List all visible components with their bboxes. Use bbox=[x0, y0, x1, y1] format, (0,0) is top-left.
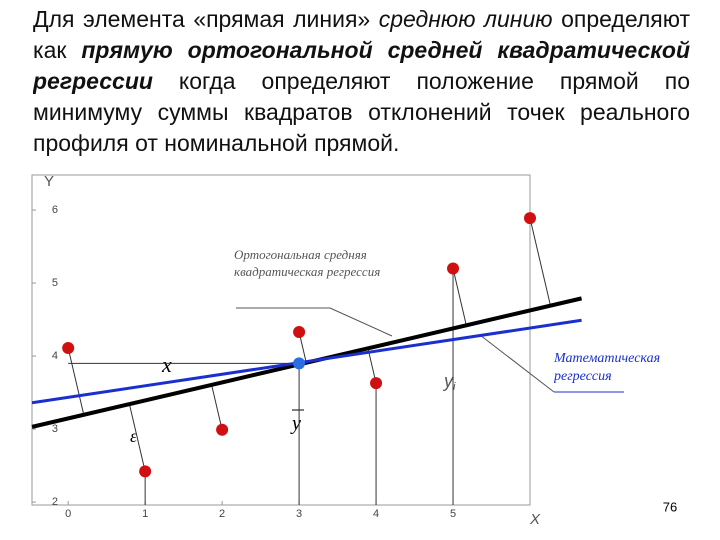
annotation: yi bbox=[442, 371, 456, 393]
paragraph: Для элемента «прямая линия» среднюю лини… bbox=[33, 4, 690, 162]
point bbox=[139, 465, 152, 478]
y-tick-label: 5 bbox=[52, 277, 58, 289]
point bbox=[447, 262, 460, 275]
text-run: когда определяют положение прямой по мин… bbox=[33, 68, 690, 156]
x-tick-label: 1 bbox=[142, 508, 148, 520]
x-tick-label: 5 bbox=[450, 508, 456, 520]
y-tick-label: 3 bbox=[52, 423, 58, 435]
x-tick-label: 3 bbox=[296, 508, 302, 520]
x-axis-label: X bbox=[529, 511, 541, 528]
annotation-box: Ортогональная средняя квадратическая рег… bbox=[234, 247, 381, 279]
y-axis-label: Y bbox=[44, 173, 54, 190]
point bbox=[524, 212, 536, 225]
x-tick-label: 4 bbox=[373, 508, 379, 520]
annotation: y bbox=[442, 371, 454, 391]
x-tick-label: 0 bbox=[65, 508, 71, 520]
deviation-line bbox=[529, 217, 551, 306]
annotation-box: Математическая регрессия bbox=[554, 351, 661, 384]
annotation: Математическая регрессия bbox=[554, 351, 661, 384]
point bbox=[216, 423, 229, 436]
deviation-line bbox=[452, 268, 467, 326]
y-tick-label: 2 bbox=[52, 496, 58, 508]
deviation-line bbox=[211, 384, 223, 430]
annotation: ε bbox=[130, 426, 138, 446]
text-run: прямую ортогональной средней квадратичес… bbox=[33, 37, 690, 94]
y-tick-label: 4 bbox=[52, 350, 58, 362]
x-tick-label: 2 bbox=[219, 508, 225, 520]
page-number: 76 bbox=[663, 499, 677, 514]
deviation-line bbox=[67, 347, 85, 415]
annotation: Ортогональная средняя квадратическая рег… bbox=[234, 247, 381, 279]
leader-line bbox=[479, 334, 555, 393]
annotation: i bbox=[453, 381, 456, 393]
text-run: Для элемента «прямая линия» bbox=[33, 6, 379, 32]
annotation: y bbox=[290, 413, 301, 435]
annotation: x bbox=[161, 352, 172, 377]
point bbox=[370, 377, 383, 390]
fit-line bbox=[31, 318, 582, 405]
point bbox=[62, 342, 75, 355]
text-run: среднюю линию bbox=[378, 6, 553, 32]
y-tick-label: 6 bbox=[52, 204, 58, 216]
text-run: определяют как bbox=[33, 6, 690, 63]
deviation-line bbox=[128, 403, 146, 472]
leader-line bbox=[329, 307, 393, 337]
mean-point bbox=[293, 357, 306, 370]
point bbox=[293, 325, 306, 338]
